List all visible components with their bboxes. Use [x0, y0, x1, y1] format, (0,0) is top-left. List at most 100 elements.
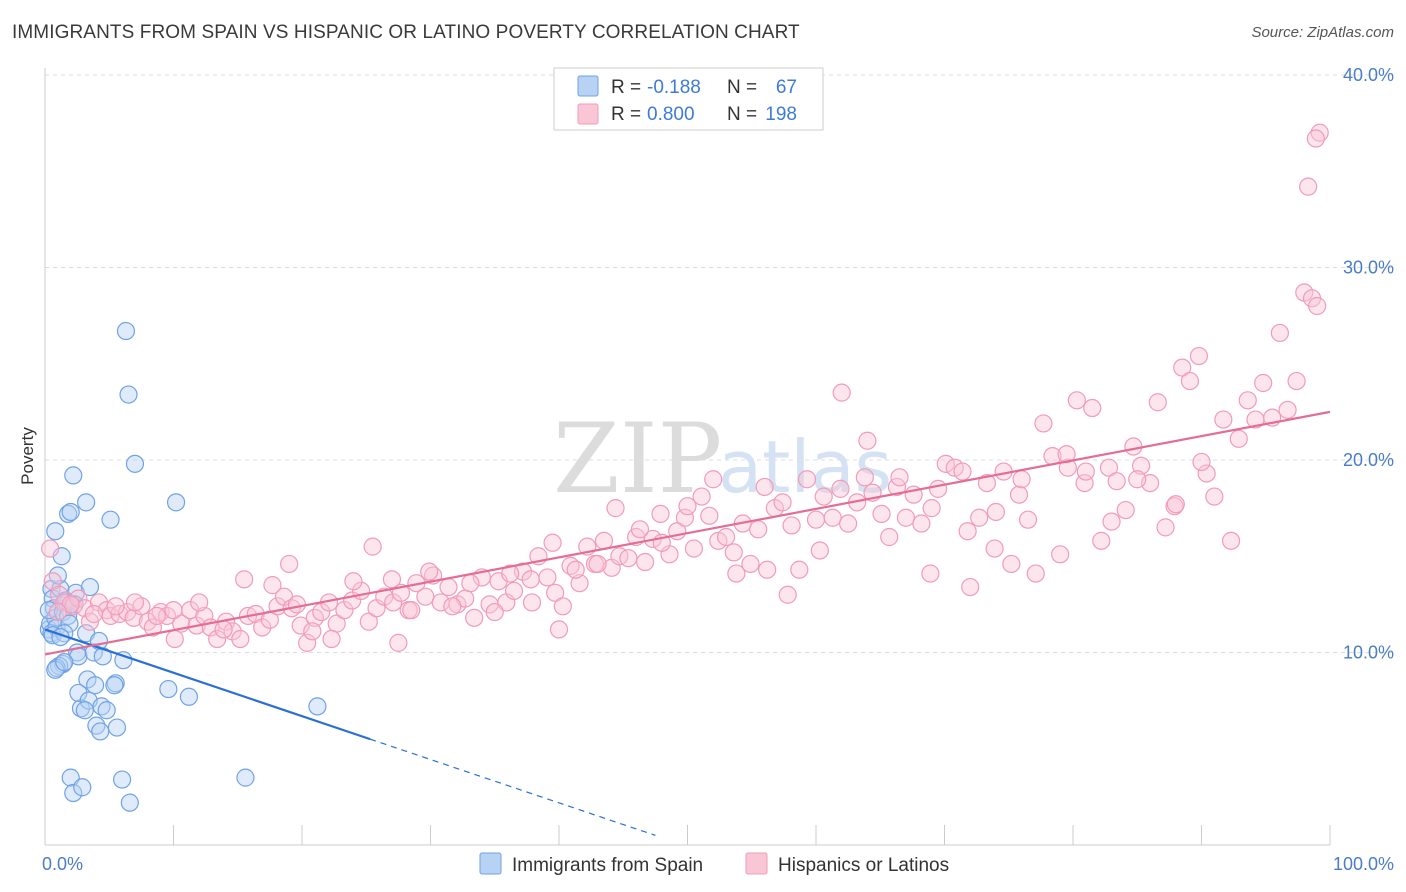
data-point-spain [77, 493, 96, 512]
data-point-spain [114, 651, 133, 670]
data-point-hispanic [1238, 391, 1257, 410]
data-point-hispanic [1057, 445, 1076, 464]
legend-r-label-hispanic: R = [611, 104, 641, 125]
data-point-hispanic [106, 597, 125, 616]
data-point-hispanic [549, 620, 569, 639]
data-point-hispanic [384, 593, 403, 612]
data-point-hispanic [1051, 545, 1070, 564]
data-point-hispanic [928, 479, 948, 498]
data-point-spain [69, 683, 88, 703]
data-point-hispanic [741, 554, 760, 574]
data-point-hispanic [344, 572, 363, 591]
data-point-hispanic [1192, 452, 1211, 472]
data-point-hispanic [700, 506, 719, 525]
data-point-hispanic [855, 468, 874, 487]
legend-item-label-hispanic: Hispanics or Latinos [778, 855, 949, 876]
data-point-hispanic [880, 527, 899, 547]
data-point-hispanic [977, 474, 997, 493]
data-point-hispanic [389, 633, 408, 652]
trendline-spain-extension [369, 738, 656, 836]
y-tick-label: 20.0% [1343, 450, 1394, 470]
data-point-spain [112, 770, 132, 789]
data-point-hispanic [1278, 400, 1297, 420]
data-point-hispanic [872, 504, 891, 524]
data-point-hispanic [896, 508, 916, 527]
data-point-hispanic [912, 514, 931, 533]
data-point-hispanic [1306, 129, 1325, 148]
data-point-hispanic [778, 585, 797, 604]
data-point-hispanic [635, 552, 655, 572]
data-point-hispanic [48, 602, 67, 622]
data-point-hispanic [1132, 456, 1151, 475]
data-point-hispanic [790, 560, 809, 579]
data-point-hispanic [522, 593, 542, 612]
data-point-hispanic [958, 522, 977, 541]
data-point-spain [61, 502, 80, 522]
data-point-hispanic [402, 601, 421, 620]
data-point-hispanic [716, 527, 736, 547]
data-point-hispanic [1205, 487, 1224, 506]
legend-swatch-hispanic [577, 103, 599, 125]
data-point-hispanic [235, 570, 254, 589]
chart-title: IMMIGRANTS FROM SPAIN VS HISPANIC OR LAT… [12, 22, 800, 43]
data-point-hispanic [1166, 495, 1185, 514]
data-point-hispanic [1067, 391, 1086, 410]
data-point-hispanic [55, 593, 74, 612]
data-point-hispanic [953, 462, 972, 481]
data-point-hispanic [538, 568, 557, 587]
data-point-hispanic [147, 606, 166, 626]
data-point-hispanic [1299, 177, 1318, 196]
y-tick-label: 40.0% [1343, 65, 1394, 85]
watermark-zip: ZIP [553, 403, 722, 515]
data-point-spain [46, 522, 65, 541]
data-point-hispanic [485, 602, 504, 622]
data-point-hispanic [521, 570, 540, 589]
data-point-hispanic [322, 629, 341, 649]
data-point-hispanic [1018, 510, 1038, 529]
data-point-hispanic [164, 601, 183, 620]
data-point-hispanic [806, 510, 826, 529]
data-point-hispanic [1214, 410, 1233, 429]
data-point-hispanic [287, 595, 306, 614]
legend-item-swatch-spain [479, 852, 502, 875]
legend-n-value-hispanic: 198 [765, 104, 797, 125]
data-point-hispanic [1189, 346, 1209, 366]
data-point-spain [120, 793, 139, 812]
data-point-hispanic [214, 620, 233, 639]
legend-r-value-spain: -0.188 [647, 77, 701, 98]
stats-legend-box [553, 67, 824, 131]
data-point-spain [39, 601, 58, 620]
data-point-spain [125, 454, 145, 473]
data-point-hispanic [1058, 458, 1077, 477]
y-axis-label: Poverty [18, 427, 37, 485]
legend-n-value-spain: 67 [776, 77, 797, 98]
data-point-hispanic [1107, 472, 1126, 491]
data-point-hispanic [382, 570, 402, 589]
chart-source: Source: ZipAtlas.com [1251, 24, 1394, 41]
data-point-spain [308, 697, 327, 716]
data-point-hispanic [606, 499, 625, 518]
data-point-hispanic [165, 629, 184, 649]
data-point-spain [236, 768, 255, 787]
data-point-hispanic [619, 549, 638, 568]
data-point-spain [59, 504, 78, 524]
data-point-hispanic [1075, 474, 1094, 493]
data-point-hispanic [610, 547, 629, 566]
data-point-hispanic [651, 504, 670, 524]
y-tick-label: 10.0% [1343, 643, 1394, 663]
data-point-hispanic [1229, 429, 1248, 448]
x-tick-label-start: 0.0% [42, 854, 83, 874]
watermark: ZIP atlas [553, 403, 892, 515]
data-point-spain [64, 783, 83, 803]
watermark-atlas: atlas [718, 425, 892, 509]
legend-item-label-spain: Immigrants from Spain [512, 855, 703, 876]
data-point-hispanic [692, 487, 711, 506]
data-point-hispanic [890, 468, 909, 487]
data-point-hispanic [727, 564, 746, 583]
series-legend: Immigrants from Spain Hispanics or Latin… [479, 852, 949, 876]
data-point-hispanic [814, 487, 833, 506]
data-point-hispanic [84, 604, 103, 624]
legend-n-label-spain: N = [727, 77, 757, 98]
data-point-hispanic [125, 593, 145, 612]
data-point-hispanic [303, 622, 322, 641]
